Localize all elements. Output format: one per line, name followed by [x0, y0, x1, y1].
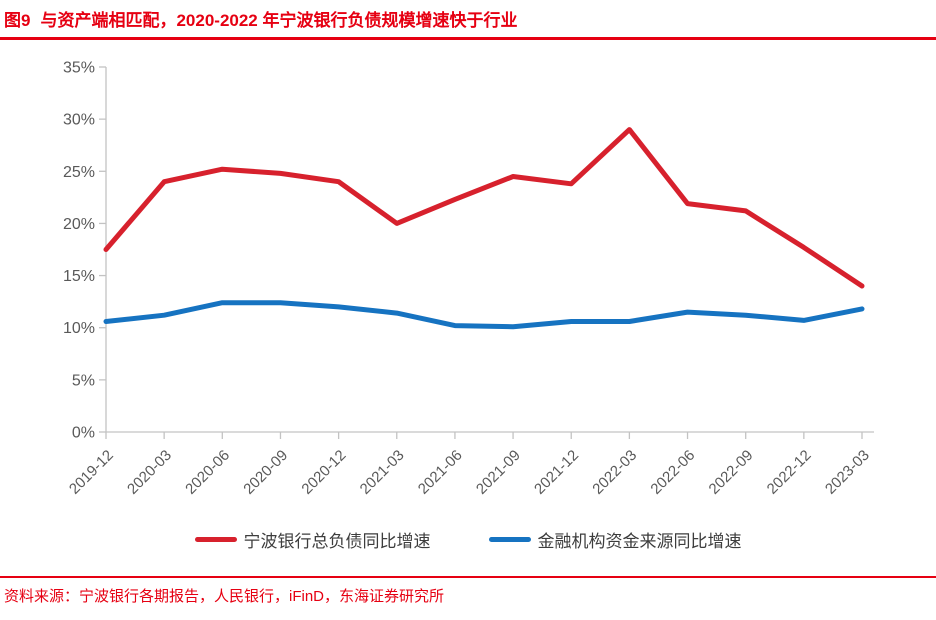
line-chart-canvas: 0%5%10%15%20%25%30%35%2019-12 2020-03 2020…	[63, 59, 874, 498]
chart-legend: 宁波银行总负债同比增速 金融机构资金来源同比增速	[0, 526, 936, 554]
legend-item-ningbo-bank: 宁波银行总负债同比增速	[194, 527, 431, 552]
series-line-0	[103, 127, 865, 289]
legend-swatch-blue-line	[488, 537, 531, 543]
figure-number: 图9	[4, 11, 31, 30]
x-axis-tick-label: 2020-06	[182, 447, 233, 498]
x-axis-tick-label: 2021-03	[357, 447, 408, 498]
x-axis-tick-label: 2022-03	[589, 447, 640, 498]
chart-area: 0% 5% 10% 15% 20% 25% 30% 35% 2019-12 2020-03 2020…	[0, 40, 936, 520]
legend-label-ningbo-bank: 宁波银行总负债同比增速	[243, 532, 431, 552]
y-axis-tick-label: 20%	[63, 216, 95, 233]
x-axis-tick-label: 2020-12	[298, 447, 349, 498]
legend-item-financial-institutions: 金融机构资金来源同比增速	[488, 527, 742, 552]
x-axis-tick-label: 2022-06	[647, 447, 698, 498]
y-axis-tick-label: 0%	[72, 424, 95, 441]
y-axis-tick-label: 30%	[63, 112, 95, 129]
footer-divider	[0, 575, 936, 578]
title-divider	[0, 36, 936, 40]
x-axis-tick-label: 2021-06	[415, 447, 466, 498]
y-axis-tick-label: 35%	[63, 59, 95, 76]
x-axis-tick-label: 2021-12	[531, 447, 582, 498]
x-axis-tick-label: 2019-12	[66, 447, 117, 498]
y-axis-tick-label: 10%	[63, 320, 95, 337]
x-axis-tick-label: 2023-03	[822, 447, 873, 498]
legend-swatch-red-line	[194, 537, 237, 543]
legend-label-financial-institutions: 金融机构资金来源同比增速	[537, 532, 742, 552]
figure-title-row: 图9 与资产端相匹配，2020-2022 年宁波银行负债规模增速快于行业	[0, 0, 936, 37]
figure-title: 与资产端相匹配，2020-2022 年宁波银行负债规模增速快于行业	[40, 11, 518, 30]
x-axis-tick-label: 2022-12	[764, 447, 815, 498]
x-axis-tick-label: 2021-09	[473, 447, 524, 498]
y-axis-tick-label: 15%	[63, 268, 95, 285]
x-axis-tick-label: 2020-09	[240, 447, 291, 498]
source-note: 资料来源：宁波银行各期报告，人民银行，iFinD，东海证券研究所	[4, 587, 445, 605]
y-axis-tick-label: 5%	[72, 372, 95, 389]
x-axis-tick-label: 2020-03	[124, 447, 175, 498]
x-axis-tick-label: 2022-09	[706, 447, 757, 498]
series-line-1	[103, 300, 865, 330]
y-axis-tick-label: 25%	[63, 164, 95, 181]
